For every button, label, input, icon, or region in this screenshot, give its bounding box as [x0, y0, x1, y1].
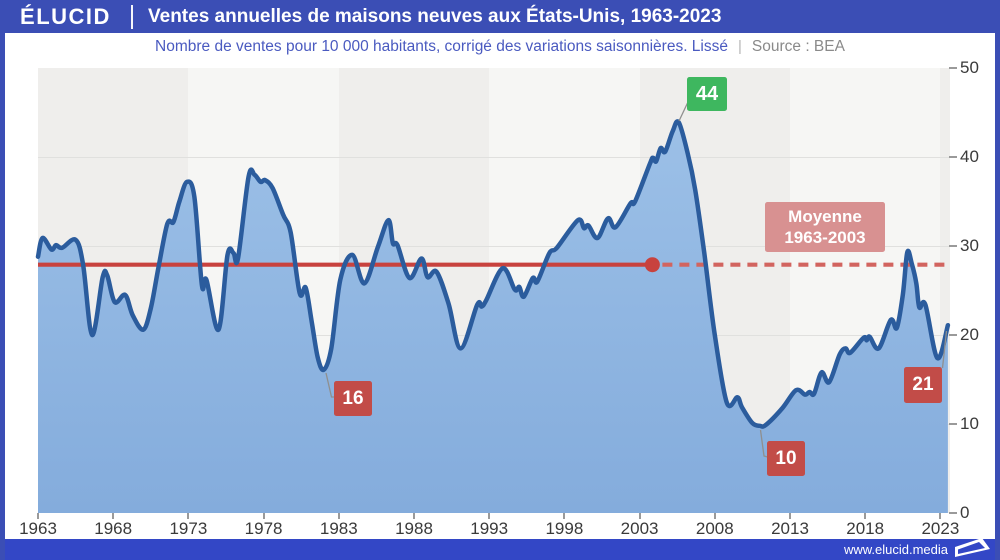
y-axis-label: 50 — [960, 58, 979, 77]
footer-url: www.elucid.media — [843, 542, 948, 557]
annotation-connector — [759, 429, 768, 458]
frame-right-border — [995, 0, 1000, 560]
annotation-connector — [325, 372, 335, 398]
x-axis-label: 1983 — [319, 519, 358, 538]
x-axis-tick — [112, 513, 115, 519]
y-axis-tick — [949, 156, 957, 158]
x-axis-label: 1968 — [94, 519, 133, 538]
area-series-fill — [38, 121, 948, 513]
x-axis-tick — [37, 513, 39, 519]
x-axis-tick — [864, 513, 867, 519]
header-bar: ÉLUCID Ventes annuelles de maisons neuve… — [0, 0, 1000, 33]
mean-legend-line1: Moyenne — [788, 207, 862, 226]
subtitle-bar: Nombre de ventes pour 10 000 habitants, … — [5, 33, 995, 60]
annotation-badge-trough-2011: 10 — [767, 441, 805, 476]
x-axis-label: 1973 — [169, 519, 208, 538]
x-axis-label: 2018 — [846, 519, 885, 538]
x-axis-label: 1963 — [19, 519, 57, 538]
y-axis-label: 20 — [960, 325, 979, 344]
y-axis-tick — [949, 512, 957, 514]
y-axis-label: 0 — [960, 503, 970, 522]
x-axis-tick — [638, 513, 641, 519]
x-axis-tick — [413, 513, 415, 519]
y-axis-tick — [949, 245, 957, 247]
decade-stripe — [940, 68, 950, 513]
y-axis-label: 10 — [960, 414, 979, 433]
chart-title: Ventes annuelles de maisons neuves aux É… — [148, 5, 722, 27]
y-axis-tick — [949, 423, 957, 425]
annotation-badge-trough-1982: 16 — [334, 381, 372, 416]
annotation-connector — [941, 330, 948, 369]
frame-left-border — [0, 0, 5, 560]
brand-logo-cell: ÉLUCID — [0, 4, 131, 30]
mean-line-endpoint-dot — [644, 257, 660, 273]
x-axis-label: 1993 — [470, 519, 509, 538]
x-axis-tick — [187, 513, 190, 519]
gridline-40 — [38, 157, 950, 158]
y-axis-tick — [949, 67, 957, 69]
mean-legend-line2: 1963-2003 — [784, 228, 866, 247]
plot-area — [35, 68, 951, 513]
mean-legend-badge: Moyenne 1963-2003 — [765, 202, 885, 252]
x-axis-tick — [789, 513, 791, 519]
x-axis-label: 1998 — [545, 519, 584, 538]
x-axis-label: 2023 — [921, 519, 960, 538]
x-axis-label: 2008 — [695, 519, 734, 538]
x-axis-label: 1978 — [244, 519, 283, 538]
x-axis-label: 1988 — [395, 519, 433, 538]
chart-canvas — [35, 101, 951, 513]
elucid-flag-icon — [955, 538, 990, 557]
x-axis-label: 2003 — [620, 519, 659, 538]
annotation-connector — [678, 101, 689, 122]
x-axis-tick — [337, 513, 340, 519]
x-axis-tick — [262, 513, 265, 519]
y-axis-label: 30 — [960, 236, 979, 255]
y-axis-tick — [949, 334, 957, 336]
subtitle-separator: | — [738, 38, 742, 55]
annotation-connectors — [325, 101, 948, 458]
annotation-badge-end-2023: 21 — [904, 367, 942, 403]
x-axis-tick — [563, 513, 566, 519]
annotation-badge-peak-2005: 44 — [687, 77, 727, 111]
x-axis-tick — [488, 513, 491, 519]
gridline-30 — [38, 246, 950, 247]
brand-logo: ÉLUCID — [20, 3, 111, 29]
x-axis-tick — [939, 513, 942, 519]
x-axis-tick — [713, 513, 716, 519]
header-divider — [131, 4, 133, 29]
source-label: Source : BEA — [751, 37, 845, 55]
y-axis-label: 40 — [960, 147, 979, 166]
footer-bar — [0, 539, 1000, 560]
chart-subtitle: Nombre de ventes pour 10 000 habitants, … — [155, 37, 728, 55]
line-series-stroke — [35, 119, 951, 429]
x-axis-label: 2013 — [771, 519, 809, 538]
